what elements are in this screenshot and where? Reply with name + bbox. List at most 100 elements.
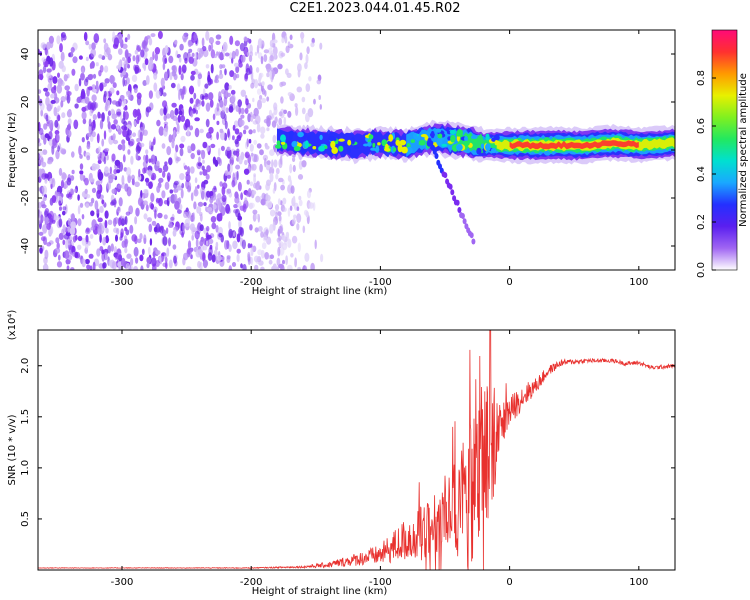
noise-blob — [86, 132, 92, 137]
noise-blob — [106, 181, 111, 190]
noise-blob — [235, 208, 240, 218]
noise-blob — [208, 238, 214, 245]
signal-speckle — [368, 134, 374, 140]
noise-blob — [239, 42, 245, 52]
noise-blob — [291, 235, 298, 244]
noise-blob — [178, 65, 182, 76]
signal-speckle — [363, 143, 369, 147]
noise-blob — [41, 204, 47, 209]
noise-blob — [109, 74, 115, 84]
noise-blob — [188, 48, 193, 53]
noise-blob — [107, 219, 113, 226]
noise-blob — [47, 160, 53, 165]
noise-blob — [215, 225, 219, 233]
noise-blob — [125, 262, 131, 270]
noise-blob — [208, 37, 214, 44]
noise-blob — [42, 65, 47, 74]
noise-blob — [108, 175, 114, 184]
noise-blob — [208, 246, 213, 256]
noise-blob — [284, 35, 288, 44]
noise-blob — [266, 72, 270, 78]
y-axis-label: Frequency (Hz) — [7, 112, 18, 188]
noise-blob — [67, 123, 71, 131]
noise-blob — [123, 60, 128, 69]
signal-speckle — [289, 134, 293, 141]
noise-blob — [133, 120, 137, 127]
noise-blob — [240, 89, 246, 98]
noise-blob — [224, 170, 229, 177]
noise-blob — [205, 118, 210, 128]
streak-blob — [455, 199, 460, 206]
noise-blob — [221, 256, 225, 261]
noise-blob — [285, 255, 288, 265]
noise-blob — [38, 201, 42, 209]
signal-speckle — [328, 135, 336, 142]
noise-blob — [165, 113, 171, 119]
noise-blob — [90, 197, 95, 204]
noise-blob — [96, 189, 101, 199]
noise-blob — [150, 33, 156, 38]
noise-blob — [113, 119, 118, 125]
noise-blob — [168, 196, 171, 202]
noise-blob — [265, 183, 270, 191]
noise-blob — [56, 191, 61, 197]
noise-blob — [84, 258, 90, 265]
noise-blob — [66, 94, 71, 104]
noise-blob — [60, 179, 65, 189]
noise-blob — [252, 97, 255, 103]
noise-blob — [228, 244, 232, 253]
noise-blob — [269, 224, 274, 234]
signal-speckle — [331, 146, 339, 154]
noise-blob — [293, 214, 297, 219]
noise-blob — [105, 102, 108, 112]
noise-blob — [38, 73, 44, 80]
noise-blob — [66, 177, 72, 186]
noise-blob — [148, 90, 153, 99]
noise-blob — [126, 129, 132, 136]
noise-blob — [247, 256, 251, 265]
noise-blob — [221, 194, 227, 203]
noise-blob — [42, 224, 48, 234]
noise-blob — [41, 185, 48, 195]
noise-blob — [260, 55, 264, 65]
signal-speckle — [338, 138, 345, 142]
noise-blob — [235, 65, 240, 74]
noise-blob — [85, 56, 89, 62]
noise-blob — [102, 236, 107, 246]
noise-blob — [94, 200, 99, 211]
noise-blob — [91, 131, 96, 138]
noise-blob — [78, 145, 82, 156]
noise-blob — [243, 129, 247, 135]
noise-blob — [184, 118, 191, 129]
noise-blob — [173, 255, 177, 264]
noise-blob — [255, 67, 260, 73]
signal-speckle — [476, 147, 482, 155]
noise-blob — [135, 145, 141, 154]
noise-blob — [239, 205, 245, 211]
noise-blob — [110, 124, 117, 130]
noise-blob — [244, 48, 248, 56]
signal-speckle — [455, 132, 462, 137]
noise-blob — [155, 198, 161, 203]
noise-blob — [143, 234, 147, 244]
noise-blob — [190, 70, 196, 76]
noise-blob — [60, 32, 66, 38]
noise-blob — [70, 175, 75, 181]
noise-blob — [88, 118, 92, 127]
noise-blob — [136, 138, 141, 143]
noise-blob — [81, 111, 87, 120]
noise-blob — [80, 72, 85, 81]
signal-speckle — [424, 135, 429, 141]
noise-blob — [297, 69, 301, 78]
noise-blob — [273, 159, 278, 168]
noise-blob — [274, 116, 278, 124]
snr-frame — [37, 329, 676, 571]
noise-blob — [135, 257, 139, 264]
noise-blob — [254, 51, 258, 56]
noise-blob — [69, 226, 76, 236]
noise-blob — [50, 93, 55, 99]
noise-blob — [212, 113, 216, 121]
noise-blob — [145, 149, 149, 155]
noise-blob — [127, 33, 131, 41]
